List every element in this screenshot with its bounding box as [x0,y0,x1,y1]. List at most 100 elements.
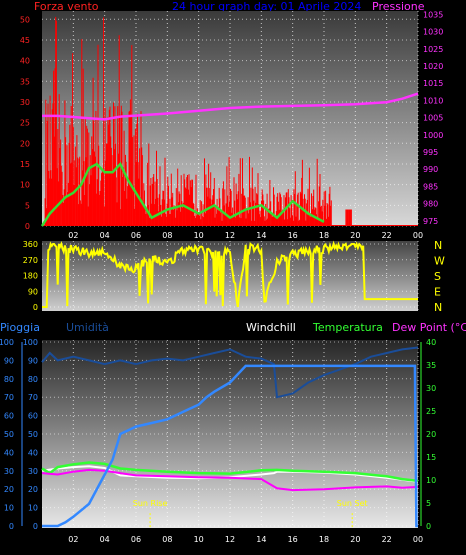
x-tick-label: 16 [288,231,298,240]
y-right-tick: 20 [426,430,436,439]
wind-panel-ticks: 0510152025303540455097598098599099510001… [20,10,444,240]
temp-panel-grid [42,340,419,528]
x-tick-label: 00 [413,535,423,544]
y-right-tick: 975 [423,217,438,226]
y-left-tick: 100 [23,338,38,347]
x-tick-label: 18 [319,535,329,544]
x-tick-label: 22 [382,231,392,240]
compass-label: E [434,286,441,299]
dewpoint-label: Dew Point (°C) [392,321,466,334]
y-right-tick: 10 [426,476,436,485]
x-tick-label: 04 [100,231,110,240]
pressure-line [42,92,419,121]
y-left-tick: 20 [28,485,38,494]
x-tick-label: 06 [131,535,141,544]
humidity-label: Umidità [66,321,109,334]
x-tick-label: 12 [225,231,235,240]
y-right-tick: 0 [426,522,431,531]
x-tick-label: 10 [194,535,204,544]
y-left-tick: 40 [28,448,38,457]
y-left-tick: 45 [20,36,30,45]
temperature-line [41,461,419,483]
y-left-tick: 30 [28,467,38,476]
y-left-tick: 80 [4,375,14,384]
y-left-tick: 90 [28,356,38,365]
y-left-tick: 40 [4,448,14,457]
x-tick-label: 08 [162,231,172,240]
compass-label: S [434,270,441,283]
y-left-tick: 40 [20,57,30,66]
x-tick-label: 14 [256,231,266,240]
rain-label: Pioggia [0,321,40,334]
y-right-tick: 1020 [423,62,443,71]
y-left-tick: 0 [9,522,14,531]
y-left-tick: 30 [4,467,14,476]
x-tick-label: 16 [288,535,298,544]
y-left-tick: 50 [20,15,30,24]
y-left-tick: 20 [20,139,30,148]
temperature-label: Temperatura [312,321,383,334]
y-right-tick: 1025 [423,45,443,54]
x-tick-label: 02 [68,535,78,544]
direction-tick: 180 [23,272,38,281]
y-left-tick: 0 [33,522,38,531]
y-left-tick: 60 [28,412,38,421]
wind-direction-line [42,240,418,308]
sun-marker-label: Sun Set [337,499,368,508]
windchill-label: Windchill [246,321,296,334]
y-right-tick: 1035 [423,10,443,19]
y-left-tick: 5 [25,201,30,210]
y-left-tick: 10 [28,504,38,513]
direction-tick: 360 [23,240,38,249]
y-left-tick: 35 [20,77,30,86]
y-left-tick: 70 [4,393,14,402]
sun-marker-label: Sun Rise [133,499,168,508]
y-left-tick: 100 [0,338,14,347]
y-left-tick: 25 [20,119,30,128]
y-left-tick: 10 [4,504,14,513]
y-right-tick: 30 [426,384,436,393]
y-right-tick: 1030 [423,28,443,37]
y-right-tick: 995 [423,148,438,157]
x-tick-label: 20 [350,535,360,544]
direction-tick: 270 [23,256,38,265]
compass-label: W [434,255,445,268]
x-tick-label: 00 [413,231,423,240]
y-left-tick: 90 [4,356,14,365]
rain-line [42,364,418,528]
y-right-tick: 5 [426,499,431,508]
x-tick-label: 20 [350,231,360,240]
x-tick-label: 06 [131,231,141,240]
dewpoint-line [41,468,419,492]
y-right-tick: 1000 [423,131,443,140]
x-tick-label: 04 [100,535,110,544]
y-left-tick: 50 [28,430,38,439]
y-right-tick: 985 [423,182,438,191]
x-tick-label: 08 [162,535,172,544]
y-left-tick: 10 [20,181,30,190]
compass-label: N [434,239,442,252]
y-left-tick: 70 [28,393,38,402]
wind-force-series [42,16,418,226]
y-right-tick: 980 [423,200,438,209]
y-left-tick: 0 [25,222,30,231]
wind-force-label: Forza vento [34,0,99,13]
y-right-tick: 1005 [423,114,443,123]
x-tick-label: 02 [68,231,78,240]
y-left-tick: 80 [28,375,38,384]
direction-tick: 90 [28,287,38,296]
y-right-tick: 40 [426,338,436,347]
x-tick-label: 18 [319,231,329,240]
y-left-tick: 50 [4,430,14,439]
compass-label: N [434,301,442,314]
x-tick-label: 10 [194,231,204,240]
wind-average-line [40,161,325,227]
y-right-tick: 25 [426,407,436,416]
chart-title: 24 hour graph day: 01 Aprile 2024 [172,0,361,13]
y-right-tick: 990 [423,165,438,174]
x-tick-label: 14 [256,535,266,544]
sun-annotations: Sun Rise Sun Set [133,499,368,528]
